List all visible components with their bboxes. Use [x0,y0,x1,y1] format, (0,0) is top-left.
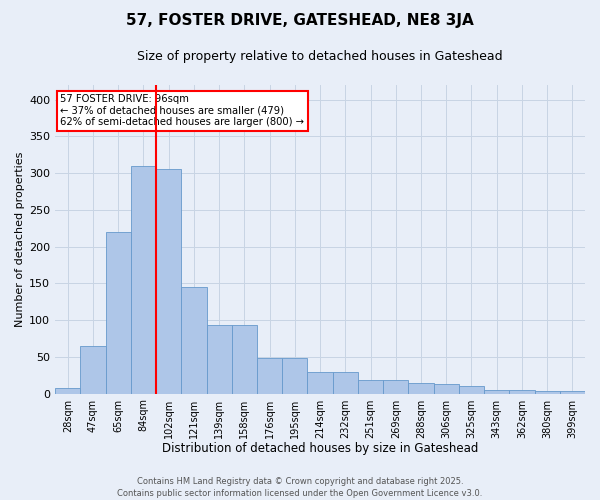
Bar [307,372,332,394]
Bar [535,390,560,394]
Bar [131,166,156,394]
Bar [282,358,307,394]
Bar [560,390,585,394]
Bar [409,384,434,394]
Bar [156,170,181,394]
Bar [332,372,358,394]
Bar [434,384,459,394]
Bar [181,287,206,394]
Text: 57 FOSTER DRIVE: 96sqm
← 37% of detached houses are smaller (479)
62% of semi-de: 57 FOSTER DRIVE: 96sqm ← 37% of detached… [61,94,304,128]
X-axis label: Distribution of detached houses by size in Gateshead: Distribution of detached houses by size … [162,442,478,455]
Bar [459,386,484,394]
Text: Contains HM Land Registry data © Crown copyright and database right 2025.
Contai: Contains HM Land Registry data © Crown c… [118,476,482,498]
Bar [358,380,383,394]
Bar [80,346,106,394]
Bar [106,232,131,394]
Bar [509,390,535,394]
Bar [55,388,80,394]
Bar [232,326,257,394]
Bar [206,326,232,394]
Bar [257,358,282,394]
Y-axis label: Number of detached properties: Number of detached properties [15,152,25,327]
Text: 57, FOSTER DRIVE, GATESHEAD, NE8 3JA: 57, FOSTER DRIVE, GATESHEAD, NE8 3JA [126,12,474,28]
Bar [383,380,409,394]
Title: Size of property relative to detached houses in Gateshead: Size of property relative to detached ho… [137,50,503,63]
Bar [484,390,509,394]
